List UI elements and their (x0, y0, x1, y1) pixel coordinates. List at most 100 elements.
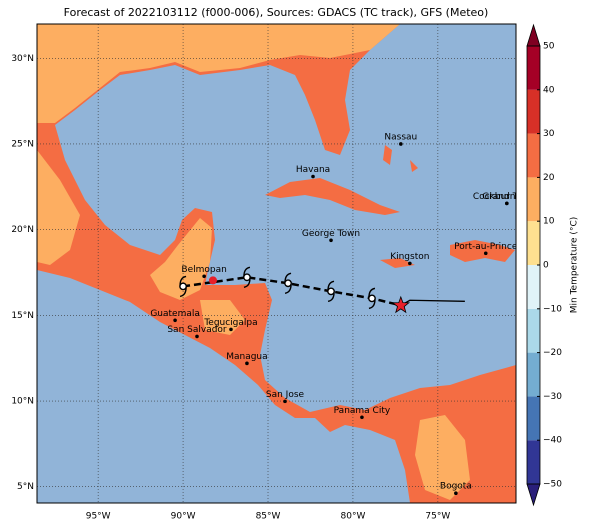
cyclone-arm (368, 299, 376, 310)
city-label: Guatemala (150, 309, 200, 319)
colorbar-tick-label: −20 (543, 348, 562, 358)
cyclone-arm (284, 284, 292, 294)
map-title: Forecast of 2022103112 (f000-006), Sourc… (64, 6, 489, 19)
cyclone-symbol (327, 280, 335, 303)
city-dot (329, 238, 333, 243)
colorbar-tick-label: −30 (543, 392, 562, 402)
jamaica (380, 258, 415, 268)
colorbar-extend (526, 23, 541, 47)
city-dot (360, 415, 364, 420)
colorbar-tick-label: 0 (543, 261, 549, 271)
colorbar-segment (527, 308, 540, 353)
city-label: San Jose (266, 390, 305, 400)
bahamas (410, 160, 418, 172)
lat-tick-label: 10°N (11, 397, 34, 407)
lat-tick-label: 30°N (11, 54, 34, 64)
land-warm (415, 415, 470, 500)
land-warm (200, 300, 245, 335)
city-label: Grand Turk (482, 192, 532, 202)
lon-tick-label: 75°W (425, 512, 450, 522)
city-label: Kingston (390, 252, 429, 262)
land-warm (150, 218, 212, 300)
cyclone-symbol (284, 272, 292, 294)
city-label: Panama City (334, 406, 391, 416)
lat-tick-label: 20°N (11, 225, 34, 235)
colorbar-segment (527, 177, 540, 222)
city-label: Cockburn Town (473, 192, 541, 202)
city-dot (245, 361, 249, 366)
colorbar-segment (527, 133, 540, 178)
lon-tick-label: 85°W (256, 512, 281, 522)
city-dot (311, 174, 315, 179)
colorbar-segment (527, 265, 540, 309)
map-layer: Nassau Havana George Town Kingston Port-au-P… (37, 24, 541, 503)
cyclone-arm (179, 275, 187, 286)
cyclone-eye (368, 294, 376, 303)
lon-tick-label: 90°W (171, 512, 196, 522)
land (37, 24, 516, 503)
city-label: Nassau (384, 132, 417, 142)
lon-tick-label: 80°W (341, 512, 366, 522)
city-label: Havana (296, 165, 330, 175)
cyclone-symbol (179, 275, 187, 298)
colorbar-segment (527, 440, 540, 484)
city-dot (229, 327, 233, 332)
red-marker (208, 276, 217, 285)
colorbar-tick-label: −50 (543, 480, 562, 490)
cyclone-eye (327, 287, 335, 296)
cyclone-arm (327, 280, 335, 291)
colorbar-tick-label: 30 (543, 129, 555, 139)
bahamas (383, 145, 392, 165)
lat-tick-label: 25°N (11, 139, 34, 149)
city-label: George Town (302, 229, 360, 239)
city-label: Port-au-Prince (454, 242, 518, 252)
colorbar-tick-label: 10 (543, 217, 555, 227)
colorbar-extend (526, 483, 541, 507)
city-label: Tegucigalpa (203, 318, 257, 328)
land-warm (37, 150, 80, 265)
city-label: Managua (226, 352, 267, 362)
city-dot (283, 399, 287, 404)
cyclone-symbol (243, 266, 251, 288)
city-label: Bogota (440, 482, 472, 492)
cyclone-arm (327, 292, 335, 303)
cyclone-arm (179, 287, 187, 298)
colorbar-tick-label: 50 (543, 42, 555, 52)
colorbar-segment (527, 221, 540, 265)
colorbar-segment (527, 46, 540, 90)
cyclone-eye (243, 273, 251, 282)
colorbar-label: Min Temperature (°C) (570, 217, 580, 314)
cyclone-eye (179, 282, 187, 291)
cyclone-eye (284, 279, 292, 288)
colorbar-segment (527, 89, 540, 134)
hispaniola (450, 240, 515, 262)
cuba (265, 178, 400, 215)
city-label: Belmopan (181, 265, 226, 275)
lat-tick-label: 5°N (17, 482, 34, 492)
land-warm (37, 24, 400, 123)
city-dot (408, 261, 412, 266)
cyclone-arm (243, 278, 251, 288)
cyclone-arm (243, 266, 251, 277)
colorbar-segment (527, 396, 540, 441)
lat-tick-label: 15°N (11, 311, 34, 321)
cyclone-arm (284, 272, 292, 283)
colorbar-segment (527, 352, 540, 397)
cyclone-arm (368, 287, 376, 298)
city-dot (202, 274, 206, 279)
forecast-track (182, 276, 402, 307)
map-frame (36, 23, 517, 504)
colorbar-tick-label: 20 (543, 173, 555, 183)
colorbar-tick-label: 40 (543, 85, 555, 95)
city-dot (173, 318, 177, 323)
colorbar-tick-label: −40 (543, 436, 562, 446)
city-label: San Salvador (167, 325, 227, 335)
city-dot (505, 201, 509, 206)
city-dot (195, 334, 199, 339)
city-dot (454, 491, 458, 496)
city-dot (483, 251, 488, 256)
cyclone-symbol (368, 287, 376, 310)
colorbar-tick-label: −10 (543, 304, 562, 314)
city-dot (399, 142, 403, 146)
